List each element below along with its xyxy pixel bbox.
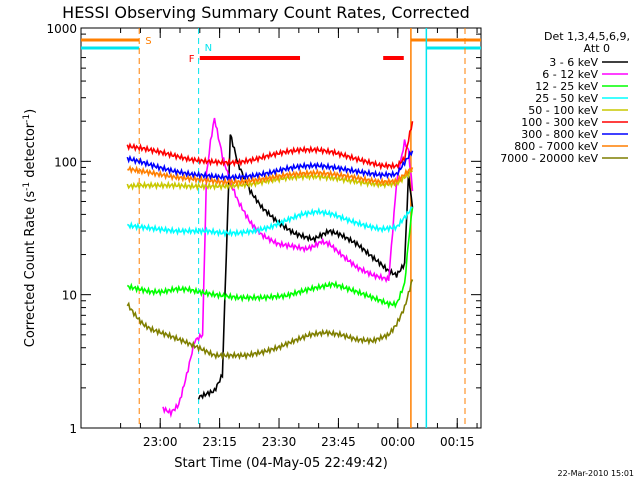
series-line: [126, 207, 414, 310]
x-axis-label: Start Time (04-May-05 22:49:42): [174, 456, 388, 471]
plot-border: [80, 27, 482, 429]
legend-detectors: Det 1,3,4,5,6,9,: [544, 30, 630, 43]
legend-entry-label: 12 - 25 keV: [535, 80, 598, 93]
footer-date: 22-Mar-2010 15:01: [558, 469, 635, 478]
night-label: N: [205, 43, 212, 54]
series-line: [197, 134, 414, 400]
plot-frame: [80, 27, 482, 429]
x-tick-label: 23:15: [202, 435, 237, 449]
series-line: [126, 150, 414, 183]
series-line: [126, 170, 414, 192]
x-tick-label: 23:00: [143, 435, 178, 449]
saa-label: S: [145, 36, 151, 47]
legend-entry-label: 300 - 800 keV: [521, 128, 598, 141]
legend-entry-label: 50 - 100 keV: [528, 104, 598, 117]
y-axis-label-mid: detector: [23, 122, 38, 182]
y-tick-label: 100: [54, 155, 77, 169]
series-line: [126, 279, 414, 361]
chart-title: HESSI Observing Summary Count Rates, Cor…: [62, 3, 470, 22]
y-tick-label: 1: [69, 422, 77, 436]
x-tick-label: 23:45: [321, 435, 356, 449]
legend-entry-label: 25 - 50 keV: [535, 92, 598, 105]
y-axis-label: Corrected Count Rate (s-1 detector-1): [22, 109, 38, 347]
y-axis-label-end: ): [23, 109, 38, 114]
series-line: [162, 117, 414, 419]
flare-label: F: [189, 54, 195, 65]
y-axis-label-main: Corrected Count Rate (s: [23, 191, 38, 348]
legend-entry-label: 3 - 6 keV: [549, 56, 598, 69]
series-line: [126, 121, 414, 171]
legend-header: Det 1,3,4,5,6,9, Att 0: [544, 30, 630, 55]
y-tick-label: 1000: [46, 22, 77, 36]
x-tick-label: 00:15: [440, 435, 475, 449]
y-axis-label-sup2: -1: [22, 114, 32, 123]
series-line: [126, 206, 413, 238]
legend-attenuator: Att 0: [584, 42, 610, 55]
x-tick-label: 23:30: [262, 435, 297, 449]
legend-entry-label: 6 - 12 keV: [542, 68, 598, 81]
x-tick-label: 00:00: [381, 435, 416, 449]
legend-entry-label: 7000 - 20000 keV: [500, 152, 598, 165]
legend-entry-label: 100 - 300 keV: [521, 116, 598, 129]
y-axis-label-sup1: -1: [22, 182, 32, 191]
y-tick-label: 10: [62, 289, 77, 303]
series-line: [127, 164, 414, 187]
legend-entry-label: 800 - 7000 keV: [514, 140, 598, 153]
